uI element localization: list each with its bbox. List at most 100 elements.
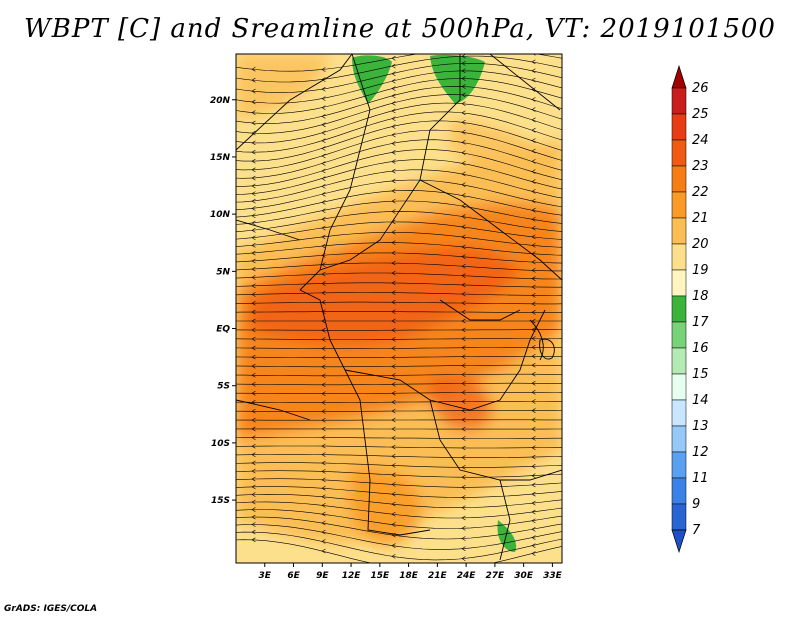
streamline	[236, 401, 562, 403]
colorbar-bottom-arrow	[671, 529, 687, 554]
streamline-arrow	[531, 491, 536, 497]
streamline-arrow	[251, 499, 256, 505]
streamline-arrow	[321, 96, 326, 101]
streamline-arrow	[461, 171, 466, 177]
streamline-arrow	[251, 460, 256, 466]
streamline-arrow	[391, 532, 396, 538]
streamline-arrow	[461, 193, 466, 198]
streamline	[236, 282, 562, 288]
streamline-arrow	[531, 482, 536, 488]
streamline	[236, 102, 562, 144]
colorbar-segment	[671, 269, 687, 297]
streamline-arrow	[391, 463, 396, 468]
streamline-arrow	[251, 198, 256, 204]
streamline-arrow	[461, 234, 466, 240]
colorbar-label: 21	[692, 211, 709, 226]
streamline	[236, 200, 562, 225]
streamline-arrow	[321, 460, 326, 466]
streamline-arrow	[251, 309, 256, 315]
streamline-arrow	[251, 110, 256, 115]
lat-tick-label: 5N	[216, 267, 230, 277]
streamline	[236, 493, 562, 509]
streamline-arrow	[321, 243, 326, 249]
streamline-arrow	[531, 243, 536, 248]
streamline-arrow	[251, 228, 256, 233]
streamline-arrow	[391, 382, 396, 387]
colorbar-label: 15	[692, 367, 709, 382]
streamline-arrow	[531, 362, 536, 368]
colorbar-label: 12	[692, 445, 709, 460]
colorbar-label: 7	[692, 523, 701, 538]
streamline-arrow	[321, 290, 326, 296]
streamline-arrow	[531, 551, 536, 556]
colorbar-segment	[671, 347, 687, 375]
wbpt-field	[236, 54, 562, 563]
streamline-arrow	[391, 250, 396, 256]
streamline-arrow	[251, 537, 256, 543]
streamline-arrow	[461, 399, 466, 404]
streamline-arrow	[251, 149, 256, 155]
streamline-arrow	[461, 408, 466, 413]
colorbar-segment	[671, 217, 687, 245]
streamline-arrow	[531, 148, 536, 154]
lat-tick-label: 10N	[210, 210, 231, 220]
streamline-arrow	[251, 327, 256, 333]
streamline-arrow	[391, 188, 396, 194]
streamline-arrow	[531, 526, 536, 532]
streamline-arrow	[391, 116, 396, 121]
streamline	[236, 78, 562, 114]
streamline	[236, 347, 562, 349]
streamline-arrow	[461, 291, 466, 297]
colorbar-top-arrow	[671, 64, 687, 89]
streamline-arrow	[391, 101, 396, 106]
streamline-arrow	[531, 169, 536, 174]
streamline-arrow	[321, 494, 326, 500]
streamline	[236, 54, 562, 72]
streamline-arrow	[321, 391, 326, 397]
streamline-arrow	[391, 229, 396, 235]
streamline-arrow	[461, 354, 466, 359]
streamline-arrow	[531, 268, 536, 273]
map-frame	[235, 53, 563, 564]
streamline-arrow	[391, 491, 396, 497]
streamline-arrow	[251, 399, 256, 405]
streamline-arrow	[391, 270, 396, 276]
streamline-arrow	[531, 327, 536, 333]
streamline-arrow	[461, 390, 466, 395]
streamline-arrow	[531, 97, 536, 102]
streamline-arrow	[461, 203, 466, 209]
streamline-arrow	[461, 372, 466, 377]
streamline	[236, 539, 562, 563]
streamline	[236, 454, 562, 458]
streamline-arrow	[251, 318, 256, 324]
streamline-arrow	[251, 443, 256, 449]
streamline	[236, 149, 562, 187]
streamline-arrow	[251, 336, 256, 342]
streamline	[236, 470, 562, 478]
streamline-arrow	[461, 445, 466, 451]
streamline-arrow	[391, 55, 396, 61]
streamline-arrow	[391, 554, 396, 559]
streamline-arrow	[461, 68, 466, 74]
streamline-arrow	[531, 535, 536, 540]
streamline-arrow	[321, 452, 326, 457]
green-patch-south-east	[497, 520, 517, 552]
streamline-arrow	[391, 444, 396, 450]
streamline-arrow	[391, 408, 396, 414]
streamline-arrow	[251, 468, 256, 474]
streamline-arrow	[531, 159, 536, 164]
streamline-arrow	[251, 292, 256, 297]
colorbar-label: 16	[692, 341, 709, 356]
streamline-arrow	[251, 529, 256, 535]
streamline	[236, 252, 562, 264]
streamline-arrow	[251, 372, 256, 378]
streamline-arrow	[461, 214, 466, 219]
streamline-arrow	[321, 191, 326, 197]
streamline-arrow	[321, 364, 326, 370]
lat-tick-label: 5S	[217, 382, 230, 392]
colorbar-label: 26	[692, 81, 709, 96]
streamline-arrow	[251, 363, 256, 369]
streamline	[236, 516, 562, 540]
streamline-arrow	[391, 543, 396, 548]
streamline-arrow	[461, 110, 466, 116]
